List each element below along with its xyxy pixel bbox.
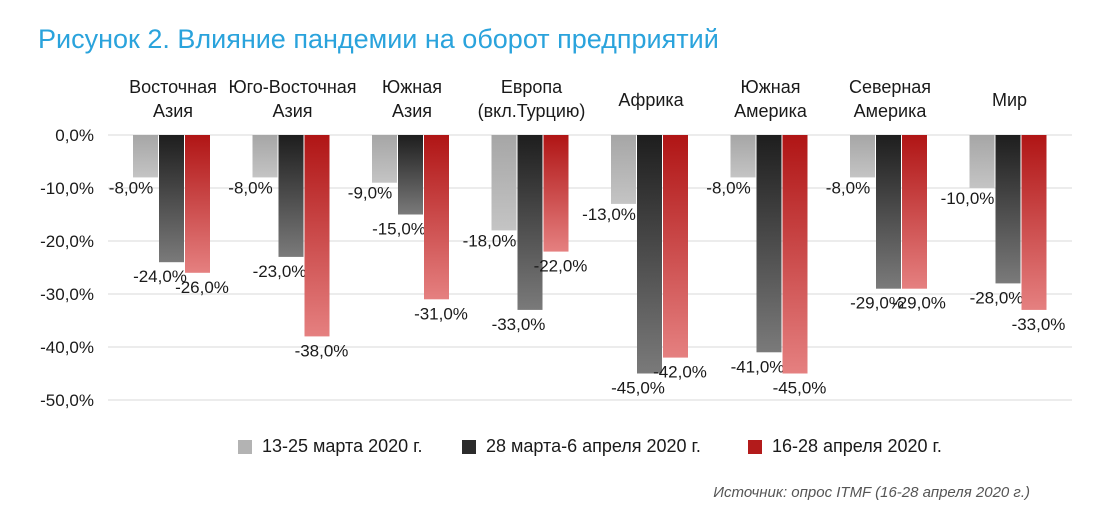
bar — [424, 135, 449, 300]
data-label: -23,0% — [253, 262, 307, 281]
bar — [304, 135, 330, 337]
data-label: -10,0% — [941, 189, 995, 208]
data-label: -15,0% — [372, 220, 426, 239]
source-note: Источник: опрос ITMF (16-28 апреля 2020 … — [713, 484, 1030, 501]
category-label: Южная — [382, 77, 442, 97]
bar — [517, 135, 543, 310]
bar — [185, 135, 210, 273]
category-label: Америка — [854, 101, 928, 121]
y-tick-label: -10,0% — [40, 179, 94, 198]
data-label: -8,0% — [706, 178, 750, 197]
category-label: Америка — [734, 101, 808, 121]
data-label: -22,0% — [534, 257, 588, 276]
bar-chart: 0,0% -10,0% -20,0% -30,0% -40,0% -50,0% Восточ… — [40, 77, 1072, 410]
bar — [663, 135, 688, 358]
bar — [850, 135, 875, 178]
data-label: -29,0% — [850, 294, 904, 313]
data-label: -26,0% — [175, 278, 229, 297]
bar — [611, 135, 636, 204]
y-tick-label: -40,0% — [40, 338, 94, 357]
data-label: -45,0% — [773, 379, 827, 398]
bar — [1021, 135, 1047, 310]
legend-label-series-3: 16-28 апреля 2020 г. — [772, 436, 942, 456]
chart-title: Рисунок 2. Влияние пандемии на оборот пр… — [38, 24, 719, 54]
bar — [637, 135, 662, 374]
bar — [969, 135, 995, 188]
bar — [372, 135, 397, 183]
bar — [876, 135, 901, 289]
data-label: -38,0% — [295, 341, 349, 360]
data-label: -31,0% — [414, 304, 468, 323]
category-label: Северная — [849, 77, 931, 97]
data-label: -18,0% — [463, 231, 517, 250]
data-label: -45,0% — [611, 379, 665, 398]
bar — [902, 135, 927, 289]
data-label: -24,0% — [133, 267, 187, 286]
y-tick-label: -20,0% — [40, 232, 94, 251]
data-label: -29,0% — [892, 294, 946, 313]
category-label: Азия — [272, 101, 312, 121]
legend-label-series-1: 13-25 марта 2020 г. — [262, 436, 423, 456]
legend-item-series-1: 13-25 марта 2020 г. — [238, 436, 423, 457]
legend-swatch-series-2 — [462, 439, 476, 454]
bar — [398, 135, 423, 215]
bar — [543, 135, 569, 252]
category-label: Мир — [992, 90, 1027, 110]
bar — [995, 135, 1021, 284]
data-label: -33,0% — [492, 315, 546, 334]
category-label: Азия — [153, 101, 193, 121]
data-label: -9,0% — [348, 184, 392, 203]
legend-swatch-series-3 — [748, 439, 762, 454]
category-label: Азия — [392, 101, 432, 121]
data-label: -8,0% — [228, 178, 272, 197]
bar — [252, 135, 278, 178]
y-tick-label: -30,0% — [40, 285, 94, 304]
data-label: -8,0% — [826, 178, 870, 197]
bar — [491, 135, 517, 231]
bar — [730, 135, 756, 178]
bar — [133, 135, 158, 178]
bar — [278, 135, 304, 257]
y-tick-label: -50,0% — [40, 391, 94, 410]
category-label: Южная — [741, 77, 801, 97]
legend: 13-25 марта 2020 г. 28 марта-6 апреля 20… — [0, 436, 1100, 460]
bar — [159, 135, 184, 263]
data-label: -13,0% — [582, 205, 636, 224]
category-label: Юго-Восточная — [228, 77, 356, 97]
category-label: Африка — [618, 90, 684, 110]
data-label: -33,0% — [1012, 315, 1066, 334]
category-label: Европа — [501, 77, 563, 97]
data-label: -28,0% — [970, 288, 1024, 307]
legend-item-series-3: 16-28 апреля 2020 г. — [748, 436, 942, 457]
legend-swatch-series-1 — [238, 439, 252, 454]
data-label: -8,0% — [109, 178, 153, 197]
data-label: -41,0% — [731, 357, 785, 376]
data-label: -42,0% — [653, 363, 707, 382]
y-tick-label: 0,0% — [55, 126, 94, 145]
bar — [782, 135, 808, 374]
category-label: (вкл.Турцию) — [478, 101, 586, 121]
legend-label-series-2: 28 марта-6 апреля 2020 г. — [486, 436, 701, 456]
bar — [756, 135, 782, 353]
category-label: Восточная — [129, 77, 217, 97]
legend-item-series-2: 28 марта-6 апреля 2020 г. — [462, 436, 701, 457]
